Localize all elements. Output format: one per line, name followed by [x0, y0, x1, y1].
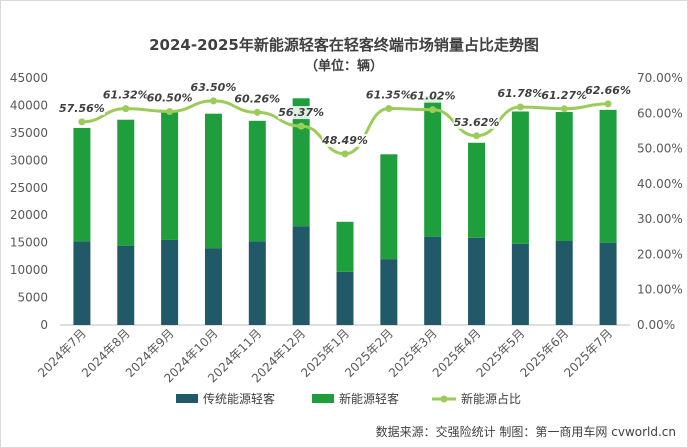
- bar-traditional: [599, 242, 617, 325]
- bar-new-energy: [555, 112, 573, 242]
- left-axis-ticks: 0 5000 10000 15000 20000 25000 30000 35000 40000…: [10, 71, 48, 332]
- share-data-label: 61.35%: [366, 89, 412, 102]
- bar-new-energy: [380, 154, 398, 260]
- bar-new-energy: [248, 120, 266, 242]
- right-tick-label: 50.00%: [637, 142, 683, 156]
- left-tick-label: 45000: [10, 71, 48, 85]
- share-point: [516, 103, 524, 111]
- share-label-bg: [497, 87, 544, 101]
- share-data-label: 62.66%: [585, 84, 631, 97]
- share-label-bg: [585, 83, 632, 97]
- legend: 传统能源轻客 新能源轻客 新能源占比: [176, 391, 521, 406]
- share-data-label: 61.02%: [410, 90, 456, 103]
- bars-group: [73, 96, 617, 325]
- share-data-label: 63.50%: [191, 81, 237, 94]
- share-data-label: 56.37%: [278, 106, 324, 119]
- share-label-bg: [102, 88, 149, 102]
- right-tick-label: 40.00%: [637, 177, 683, 191]
- bar-new-energy: [511, 111, 529, 244]
- bar-new-energy: [117, 119, 135, 246]
- share-point: [341, 150, 349, 158]
- share-data-label: 53.62%: [454, 116, 500, 129]
- share-data-label: 48.49%: [321, 134, 368, 147]
- bar-new-energy: [292, 98, 310, 227]
- share-label-bg: [365, 88, 412, 102]
- share-point: [560, 105, 568, 113]
- left-tick-label: 20000: [10, 208, 48, 222]
- bar-traditional: [468, 237, 486, 325]
- share-point: [429, 106, 437, 114]
- bar-traditional: [204, 248, 222, 325]
- right-tick-label: 30.00%: [637, 212, 683, 226]
- share-point: [253, 108, 261, 116]
- bar-new-energy: [204, 113, 222, 249]
- legend-swatch-share-point: [440, 395, 448, 403]
- bar-traditional: [248, 241, 266, 325]
- share-label-bg: [322, 133, 368, 147]
- share-data-label: 61.27%: [541, 89, 587, 102]
- share-data-label: 60.50%: [147, 92, 193, 105]
- legend-label-traditional: 传统能源轻客: [203, 391, 275, 406]
- right-tick-label: 10.00%: [637, 283, 683, 297]
- left-tick-label: 15000: [10, 236, 48, 250]
- share-label-bg: [58, 101, 105, 115]
- share-label-bg: [409, 89, 456, 103]
- right-tick-label: 60.00%: [637, 106, 683, 120]
- share-data-label: 61.78%: [497, 87, 543, 100]
- left-tick-label: 5000: [17, 291, 48, 305]
- bar-new-energy: [336, 221, 354, 272]
- chart-title: 2024-2025年新能源轻客在轻客终端市场销量占比走势图: [149, 36, 539, 54]
- x-axis-labels: 2024年7月2024年8月2024年9月2024年10月2024年11月202…: [35, 326, 615, 385]
- left-tick-label: 10000: [10, 263, 48, 277]
- bar-traditional: [336, 271, 354, 325]
- left-tick-label: 25000: [10, 181, 48, 195]
- share-point: [122, 105, 130, 113]
- share-point: [209, 97, 217, 105]
- left-tick-label: 30000: [10, 153, 48, 167]
- share-data-label: 57.56%: [59, 102, 105, 115]
- legend-label-new-energy: 新能源轻客: [339, 391, 399, 406]
- right-axis-ticks: 0.00% 10.00% 20.00% 30.00% 40.00% 50.00% 60.00…: [637, 71, 683, 332]
- bar-new-energy: [599, 109, 617, 243]
- right-tick-label: 20.00%: [637, 247, 683, 261]
- share-label-bg: [146, 91, 193, 105]
- share-label-bg: [278, 106, 325, 120]
- left-tick-label: 0: [40, 318, 48, 332]
- share-data-label: 60.26%: [234, 92, 280, 105]
- legend-swatch-new-energy: [312, 394, 334, 403]
- share-point: [78, 118, 86, 126]
- share-label-bg: [453, 115, 500, 129]
- bar-traditional: [424, 236, 442, 325]
- bar-traditional: [117, 245, 135, 325]
- share-label-bg: [234, 92, 281, 106]
- share-point: [166, 108, 174, 116]
- left-tick-label: 35000: [10, 126, 48, 140]
- share-label-bg: [541, 88, 588, 102]
- bar-new-energy: [424, 96, 442, 237]
- share-point: [385, 105, 393, 113]
- right-tick-label: 0.00%: [637, 318, 675, 332]
- bar-traditional: [161, 239, 179, 325]
- bar-traditional: [555, 241, 573, 325]
- bar-new-energy: [468, 142, 486, 238]
- left-tick-label: 40000: [10, 98, 48, 112]
- share-point: [473, 132, 481, 140]
- bar-new-energy: [161, 110, 179, 240]
- share-label-bg: [190, 80, 237, 94]
- legend-label-share: 新能源占比: [461, 391, 521, 406]
- bar-traditional: [511, 243, 529, 325]
- bar-traditional: [292, 226, 310, 325]
- share-point: [297, 122, 305, 130]
- share-point: [604, 100, 612, 108]
- source-note: 数据来源：交强险统计 制图：第一商用车网 cvworld.cn: [376, 424, 676, 439]
- right-tick-label: 70.00%: [637, 71, 683, 85]
- bar-traditional: [73, 241, 91, 325]
- share-data-label: 61.32%: [103, 89, 149, 102]
- bar-traditional: [380, 259, 398, 325]
- legend-swatch-traditional: [176, 394, 198, 403]
- chart-subtitle: （单位：辆）: [305, 58, 383, 74]
- share-line-group: 57.56%61.32%60.50%63.50%60.26%56.37% 48.4…: [58, 80, 632, 158]
- bar-new-energy: [73, 127, 91, 242]
